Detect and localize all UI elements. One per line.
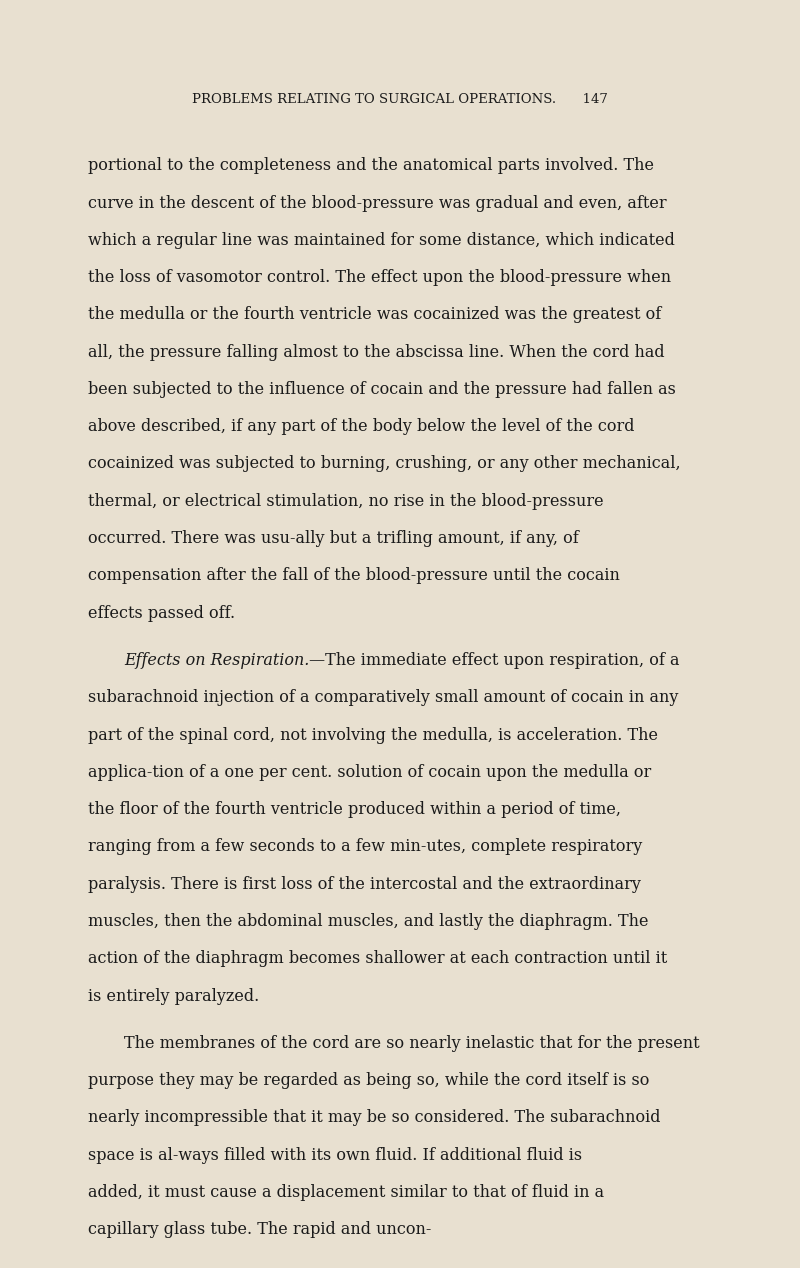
Text: portional to the completeness and the anatomical parts involved. The: portional to the completeness and the an…: [88, 157, 654, 174]
Text: the medulla or the fourth ventricle was cocainized was the greatest of: the medulla or the fourth ventricle was …: [88, 307, 662, 323]
Text: paralysis. There is first loss of the intercostal and the extraordinary: paralysis. There is first loss of the in…: [88, 876, 641, 893]
Text: capillary glass tube. The rapid and uncon-: capillary glass tube. The rapid and unco…: [88, 1221, 431, 1239]
Text: all, the pressure falling almost to the abscissa line. When the cord had: all, the pressure falling almost to the …: [88, 344, 665, 360]
Text: PROBLEMS RELATING TO SURGICAL OPERATIONS.  147: PROBLEMS RELATING TO SURGICAL OPERATIONS…: [192, 93, 608, 105]
Text: ranging from a few seconds to a few min­utes, complete respiratory: ranging from a few seconds to a few min­…: [88, 838, 642, 856]
Text: —The immediate effect upon respiration, of a: —The immediate effect upon respiration, …: [310, 652, 680, 670]
Text: above described, if any part of the body below the level of the cord: above described, if any part of the body…: [88, 418, 634, 435]
Text: purpose they may be regarded as being so, while the cord itself is so: purpose they may be regarded as being so…: [88, 1073, 650, 1089]
Text: cocainized was subjected to burning, crushing, or any other mechanical,: cocainized was subjected to burning, cru…: [88, 455, 681, 473]
Text: added, it must cause a displacement similar to that of fluid in a: added, it must cause a displacement simi…: [88, 1184, 604, 1201]
Text: been subjected to the influence of cocain and the pressure had fallen as: been subjected to the influence of cocai…: [88, 380, 676, 398]
Text: Effects on Respiration.: Effects on Respiration.: [124, 652, 310, 670]
Text: The membranes of the cord are so nearly inelastic that for the present: The membranes of the cord are so nearly …: [124, 1035, 700, 1052]
Text: effects passed off.: effects passed off.: [88, 605, 235, 621]
Text: the loss of vasomotor control. The effect upon the blood-pressure when: the loss of vasomotor control. The effec…: [88, 269, 671, 287]
Text: subarachnoid injection of a comparatively small amount of cocain in any: subarachnoid injection of a comparativel…: [88, 690, 678, 706]
Text: occurred. There was usu­ally but a trifling amount, if any, of: occurred. There was usu­ally but a trifl…: [88, 530, 578, 547]
Text: compensation after the fall of the blood-pressure until the cocain: compensation after the fall of the blood…: [88, 567, 620, 585]
Text: part of the spinal cord, not involving the medulla, is acceleration. The: part of the spinal cord, not involving t…: [88, 727, 658, 743]
Text: space is al­ways filled with its own fluid. If additional fluid is: space is al­ways filled with its own flu…: [88, 1146, 582, 1164]
Text: applica­tion of a one per cent. solution of cocain upon the medulla or: applica­tion of a one per cent. solution…: [88, 763, 651, 781]
Text: the floor of the fourth ventricle produced within a period of time,: the floor of the fourth ventricle produc…: [88, 801, 621, 818]
Text: thermal, or electrical stimulation, no rise in the blood-pressure: thermal, or electrical stimulation, no r…: [88, 493, 604, 510]
Text: nearly incompressible that it may be so considered. The subarachnoid: nearly incompressible that it may be so …: [88, 1110, 661, 1126]
Text: muscles, then the abdominal muscles, and lastly the diaphragm. The: muscles, then the abdominal muscles, and…: [88, 913, 649, 929]
Text: curve in the descent of the blood-pressure was gradual and even, after: curve in the descent of the blood-pressu…: [88, 194, 666, 212]
Text: which a regular line was maintained for some distance, which indicated: which a regular line was maintained for …: [88, 232, 675, 249]
Text: is entirely paralyzed.: is entirely paralyzed.: [88, 988, 259, 1004]
Text: action of the diaphragm becomes shallower at each contraction until it: action of the diaphragm becomes shallowe…: [88, 950, 667, 967]
